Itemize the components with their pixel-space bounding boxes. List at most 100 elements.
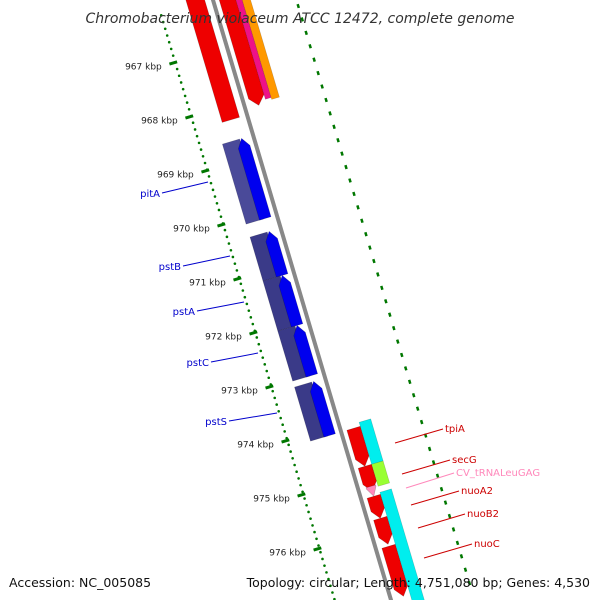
gene-label-pstB: pstB: [159, 262, 181, 273]
gene-label-pstA: pstA: [173, 307, 195, 318]
ruler-dot: [297, 477, 300, 480]
outer-ring-dash: [455, 540, 460, 546]
ruler-dot: [193, 128, 197, 131]
ruler-major-tick: [233, 276, 242, 282]
map-title: Chromobacterium violaceum ATCC 12472, co…: [85, 11, 514, 27]
ruler-dot: [317, 544, 320, 547]
outer-ring-dash: [411, 392, 416, 398]
ruler-dot: [289, 450, 292, 453]
ruler-dot: [199, 148, 203, 151]
outer-ring-dash: [356, 205, 360, 210]
cds-pstC: [293, 324, 318, 378]
gene-label-pstS: pstS: [205, 417, 227, 428]
gene-label-nuoB2: nuoB2: [467, 509, 499, 520]
ruler-dot: [333, 597, 336, 600]
ruler-label: 969 kbp: [157, 170, 194, 180]
outer-ring-dash: [431, 460, 436, 465]
gene-label-secG: secG: [452, 455, 477, 466]
ruler-dot: [243, 295, 247, 299]
ruler-labels: 967 kbp 968 kbp 969 kbp 970 kbp 971 kbp 972 k…: [125, 62, 306, 558]
cyan-track-2: [379, 488, 425, 600]
outer-ring-dash: [340, 151, 344, 156]
cds-nuoA2: [366, 493, 385, 519]
ruler-dot: [187, 108, 191, 111]
ruler-major-tick: [281, 438, 290, 444]
outer-ring-dash: [384, 299, 388, 304]
ruler-label: 973 kbp: [221, 386, 258, 396]
ruler-dot: [191, 121, 195, 125]
gene-label-tpiA: tpiA: [445, 424, 465, 435]
ruler-dot: [159, 14, 163, 17]
ruler-dot: [319, 550, 322, 554]
ruler-major-tick: [168, 60, 178, 66]
leader-pstC: [210, 352, 259, 363]
ruler-dot: [217, 208, 221, 212]
leader-tpiA: [394, 428, 444, 444]
leader-pstB: [182, 255, 231, 267]
ruler-dot: [249, 316, 253, 319]
outer-ring-dash: [399, 352, 404, 358]
orange-track-top: [241, 0, 280, 100]
cds-pstS: [310, 380, 336, 438]
gene-label-pstC: pstC: [187, 358, 209, 369]
gene-label-pitA: pitA: [140, 189, 160, 200]
outer-ring-dash: [415, 406, 420, 411]
ruler-dot: [295, 470, 298, 474]
ruler-dot: [303, 497, 306, 500]
leader-nuoA2: [410, 490, 460, 506]
ruler-dot: [161, 20, 165, 24]
ruler-dot: [251, 322, 255, 326]
outer-ring-dash: [388, 312, 392, 317]
ruler-dot: [167, 40, 171, 44]
ruler-dot: [179, 81, 183, 84]
ruler-label: 967 kbp: [125, 62, 162, 72]
ruler-dot: [247, 309, 251, 312]
outer-ring-dash: [300, 17, 304, 22]
ruler-dot: [265, 369, 269, 373]
ruler-dot: [307, 510, 310, 514]
outer-ring-dash: [312, 57, 316, 62]
cds-nuoB2: [373, 515, 393, 545]
ruler-dot: [207, 175, 211, 178]
outer-ring-dash: [332, 124, 336, 130]
ruler-dot: [323, 564, 326, 567]
outer-ring-dash: [316, 70, 320, 76]
outer-ring-dash: [368, 245, 372, 250]
ruler-major-tick: [201, 168, 210, 174]
ruler-dot: [271, 389, 275, 393]
ruler-label: 968 kbp: [141, 116, 178, 126]
leader-nuoB2: [417, 513, 466, 529]
cds-nuoC: [381, 543, 408, 597]
outer-ring-dash: [372, 258, 376, 264]
ruler-label: 972 kbp: [205, 332, 242, 342]
cds-tpiA: [346, 425, 370, 467]
ruler-dot: [283, 430, 286, 433]
ruler-dot: [197, 141, 201, 145]
cds-pstA: [278, 274, 304, 328]
outer-dotted-ring: [296, 3, 472, 586]
ruler-label: 971 kbp: [189, 278, 226, 288]
genome-summary-text: Topology: circular; Length: 4,751,080 bp…: [246, 575, 590, 590]
ruler-dot: [235, 269, 239, 272]
ruler-dot: [305, 503, 308, 507]
cds-pitA: [238, 137, 272, 221]
ruler-major-tick: [313, 546, 322, 552]
ruler-dot: [321, 557, 324, 561]
ruler-label: 975 kbp: [253, 494, 290, 504]
cds-pstB: [265, 230, 289, 278]
ruler-dot: [169, 47, 173, 51]
outer-ring-dash: [403, 366, 408, 371]
ruler-dot: [309, 517, 312, 520]
cds-top-red: [218, 0, 265, 106]
outer-ring-dash: [459, 554, 464, 559]
gene-labels: pitA pstB pstA pstC pstS tpiA secG CV_tRNALeuGA…: [140, 181, 540, 559]
ruler-dot: [195, 134, 199, 138]
ruler-dot: [177, 74, 181, 78]
outer-ring-dash: [407, 379, 412, 385]
ruler-dot: [277, 410, 280, 413]
ruler-dot: [213, 195, 217, 198]
ruler-dot: [163, 27, 167, 31]
outer-ring-dash: [451, 527, 456, 532]
outer-ring-dash: [360, 218, 364, 224]
ruler-dot: [219, 215, 223, 218]
